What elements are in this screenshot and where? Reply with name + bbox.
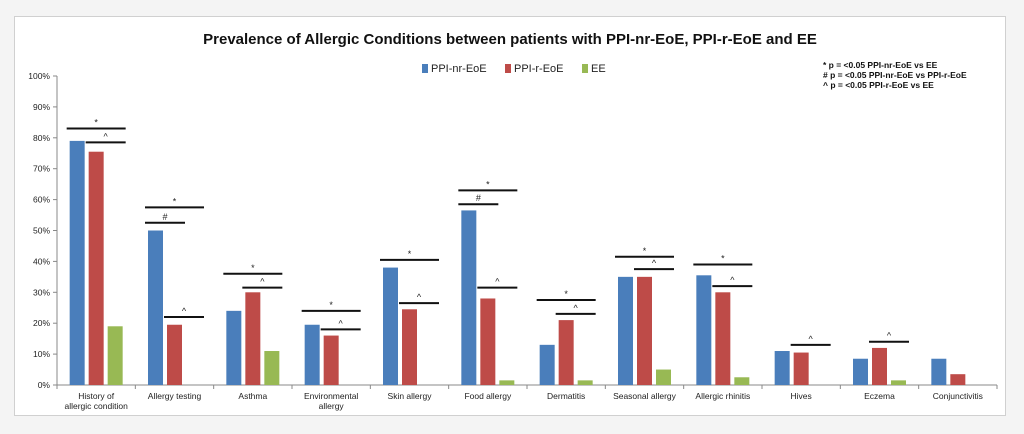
legend-swatch — [582, 64, 588, 73]
legend-label: PPI-r-EoE — [514, 63, 564, 75]
significance-symbol: * — [94, 118, 98, 128]
significance-note: ^ p = <0.05 PPI-r-EoE vs EE — [823, 80, 934, 90]
significance-symbol: # — [162, 212, 167, 222]
category-label: Allergy testing — [148, 391, 202, 401]
bar — [226, 310, 242, 385]
bar — [383, 267, 398, 385]
y-tick-label: 100% — [28, 71, 50, 81]
category-label: Seasonal allergy — [613, 391, 677, 401]
bar — [69, 140, 85, 385]
significance-note: * p = <0.05 PPI-nr-EoE vs EE — [823, 60, 938, 70]
significance-symbol: # — [476, 193, 481, 203]
chart-frame: Prevalence of Allergic Conditions betwee… — [14, 16, 1006, 416]
bar — [107, 326, 123, 385]
bar — [637, 276, 652, 385]
y-tick-label: 20% — [33, 318, 50, 328]
bar — [696, 275, 712, 385]
bar — [402, 309, 417, 385]
bar — [539, 344, 555, 385]
significance-symbol: * — [564, 289, 568, 299]
legend-swatch — [422, 64, 428, 73]
significance-symbol: ^ — [495, 277, 500, 287]
significance-notes: * p = <0.05 PPI-nr-EoE vs EE # p = <0.05… — [823, 60, 967, 90]
bar — [656, 369, 671, 385]
category-label: Asthma — [238, 391, 267, 401]
bar — [774, 351, 790, 385]
x-axis: History of allergic condition Allergy test… — [56, 384, 998, 411]
significance-symbol: ^ — [887, 331, 892, 341]
bar — [853, 358, 868, 385]
y-tick-label: 10% — [33, 349, 50, 359]
significance-symbol: ^ — [730, 275, 735, 285]
y-tick-label: 70% — [33, 164, 50, 174]
bar — [323, 335, 339, 385]
bar — [304, 324, 320, 385]
bar — [148, 230, 163, 385]
allergic-conditions-bar-chart: Prevalence of Allergic Conditions betwee… — [28, 31, 998, 411]
bar — [618, 276, 633, 385]
significance-symbol: * — [643, 246, 647, 256]
y-tick-label: 0% — [38, 380, 51, 390]
y-tick-label: 50% — [33, 226, 50, 236]
legend: PPI-nr-EoE PPI-r-EoE EE — [422, 63, 606, 75]
significance-symbol: * — [173, 196, 177, 206]
category-label: History of allergic condition — [65, 391, 129, 411]
category-label: Skin allergy — [388, 391, 433, 401]
y-tick-label: 80% — [33, 133, 50, 143]
significance-symbol: ^ — [182, 306, 187, 316]
significance-symbol: ^ — [104, 131, 109, 141]
y-tick-label: 90% — [33, 102, 50, 112]
bar — [499, 380, 515, 385]
significance-symbol: ^ — [417, 292, 422, 302]
y-tick-label: 60% — [33, 195, 50, 205]
bar — [734, 377, 750, 385]
legend-swatch — [505, 64, 511, 73]
y-tick-label: 30% — [33, 287, 50, 297]
bar — [950, 374, 966, 385]
significance-symbol: * — [251, 263, 255, 273]
bar — [558, 320, 574, 385]
bar — [577, 380, 593, 385]
category-label: Environmental allergy — [304, 391, 358, 411]
category-label: Allergic rhinitis — [695, 391, 750, 401]
significance-symbol: ^ — [809, 334, 814, 344]
bar — [715, 292, 731, 385]
bar — [88, 151, 104, 385]
legend-label: PPI-nr-EoE — [431, 63, 487, 75]
significance-symbol: * — [721, 253, 725, 263]
bar — [461, 210, 477, 385]
significance-symbol: * — [329, 300, 333, 310]
bar — [480, 298, 496, 385]
significance-symbol: ^ — [574, 303, 579, 313]
category-label: Eczema — [864, 391, 895, 401]
category-label: Conjunctivitis — [933, 391, 983, 401]
y-tick-label: 40% — [33, 256, 50, 266]
significance-symbol: ^ — [652, 258, 657, 268]
significance-symbol: ^ — [260, 277, 265, 287]
category-label: Food allergy — [464, 391, 512, 401]
significance-marks: * ^ * # ^ * ^ * ^ * ^ * # ^ * ^ * ^ * ^ ^ ^ — [66, 118, 909, 346]
bar — [245, 292, 261, 385]
bar — [793, 352, 809, 385]
bar — [872, 347, 887, 385]
legend-label: EE — [591, 63, 606, 75]
bar — [891, 380, 906, 385]
significance-symbol: * — [408, 249, 412, 259]
chart-title: Prevalence of Allergic Conditions betwee… — [203, 31, 817, 48]
bar — [264, 351, 280, 385]
significance-note: # p = <0.05 PPI-nr-EoE vs PPI-r-EoE — [823, 70, 967, 80]
y-axis: 0% 10% 20% 30% 40% 50% 60% 70% 80% 90% 100% — [28, 71, 58, 390]
category-label: Hives — [791, 391, 812, 401]
bars — [69, 140, 966, 385]
bar — [167, 324, 182, 385]
significance-symbol: * — [486, 179, 490, 189]
significance-symbol: ^ — [339, 318, 344, 328]
bar — [931, 358, 947, 385]
category-label: Dermatitis — [547, 391, 585, 401]
